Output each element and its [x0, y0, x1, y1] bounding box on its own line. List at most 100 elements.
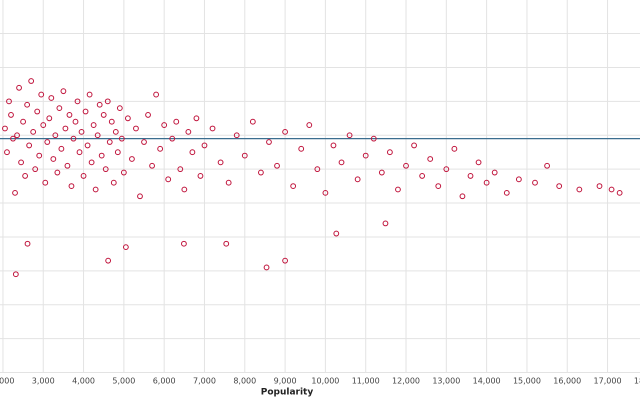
- point: [411, 142, 417, 149]
- point: [16, 84, 22, 91]
- point: [66, 112, 73, 118]
- x-tick-label: 17,000: [594, 377, 622, 386]
- point: [12, 271, 19, 278]
- point: [189, 149, 196, 156]
- point: [532, 179, 538, 186]
- point: [290, 183, 297, 190]
- point: [106, 139, 113, 145]
- point: [322, 189, 329, 196]
- point: [122, 244, 129, 251]
- point: [223, 240, 230, 247]
- point: [333, 230, 340, 237]
- point: [544, 162, 550, 169]
- point: [20, 118, 26, 125]
- point: [427, 156, 434, 162]
- point: [467, 173, 474, 179]
- point: [74, 98, 81, 105]
- point: [141, 139, 147, 145]
- point: [419, 173, 426, 179]
- point: [161, 122, 168, 128]
- point: [515, 176, 522, 183]
- point: [94, 132, 101, 139]
- point: [483, 179, 490, 186]
- x-tick-label: 15,000: [513, 377, 541, 386]
- point: [596, 183, 603, 190]
- point: [10, 135, 16, 142]
- point: [36, 152, 43, 159]
- point: [104, 98, 111, 105]
- point: [98, 152, 105, 159]
- point: [225, 179, 232, 186]
- point: [576, 186, 583, 193]
- point: [102, 166, 109, 173]
- point: [56, 105, 63, 112]
- point: [112, 128, 119, 135]
- point: [395, 186, 401, 193]
- point: [2, 125, 8, 132]
- point: [258, 169, 264, 176]
- point: [24, 240, 31, 247]
- point: [451, 145, 458, 152]
- x-tick-label: 12,000: [392, 377, 420, 386]
- point: [475, 159, 482, 166]
- point: [177, 166, 184, 173]
- point: [298, 145, 305, 152]
- point: [92, 186, 99, 193]
- point: [86, 91, 93, 98]
- point: [62, 125, 69, 132]
- point: [137, 193, 143, 200]
- point: [22, 173, 29, 179]
- point: [282, 257, 288, 264]
- point: [80, 173, 87, 179]
- point: [24, 101, 31, 108]
- x-tick-label: 9,000: [274, 377, 297, 386]
- point: [378, 169, 385, 176]
- point: [82, 108, 89, 115]
- point: [42, 179, 49, 186]
- point: [108, 118, 115, 125]
- point: [64, 162, 71, 169]
- point: [18, 159, 24, 166]
- point: [32, 166, 39, 173]
- point: [153, 91, 160, 98]
- point: [120, 169, 127, 176]
- point: [370, 135, 377, 142]
- point: [4, 149, 10, 156]
- point: [435, 183, 442, 190]
- point: [50, 156, 57, 162]
- point: [556, 183, 563, 190]
- point: [233, 132, 240, 139]
- point: [124, 115, 131, 122]
- x-tick-label: 8,000: [233, 377, 256, 386]
- point: [133, 125, 139, 132]
- point: [14, 132, 20, 139]
- point: [173, 118, 180, 125]
- point: [201, 142, 208, 149]
- point: [38, 91, 45, 98]
- point: [185, 128, 192, 135]
- point: [54, 169, 61, 176]
- x-tick-label: 6,000: [153, 377, 176, 386]
- point: [78, 128, 85, 135]
- point: [503, 189, 510, 196]
- point: [90, 122, 97, 128]
- point: [48, 95, 55, 101]
- point: [68, 183, 75, 190]
- point: [145, 112, 151, 118]
- point: [459, 193, 466, 200]
- point: [129, 156, 135, 162]
- point: [386, 149, 393, 156]
- point: [96, 101, 103, 108]
- point: [306, 122, 313, 128]
- point: [354, 176, 361, 183]
- point: [338, 159, 345, 166]
- point: [274, 162, 280, 169]
- point: [52, 132, 59, 139]
- point: [314, 166, 321, 173]
- x-tick-label: 18,000: [634, 377, 640, 386]
- point: [403, 162, 409, 169]
- x-tick-label: 4,000: [72, 377, 95, 386]
- x-tick-label: 5,000: [112, 377, 135, 386]
